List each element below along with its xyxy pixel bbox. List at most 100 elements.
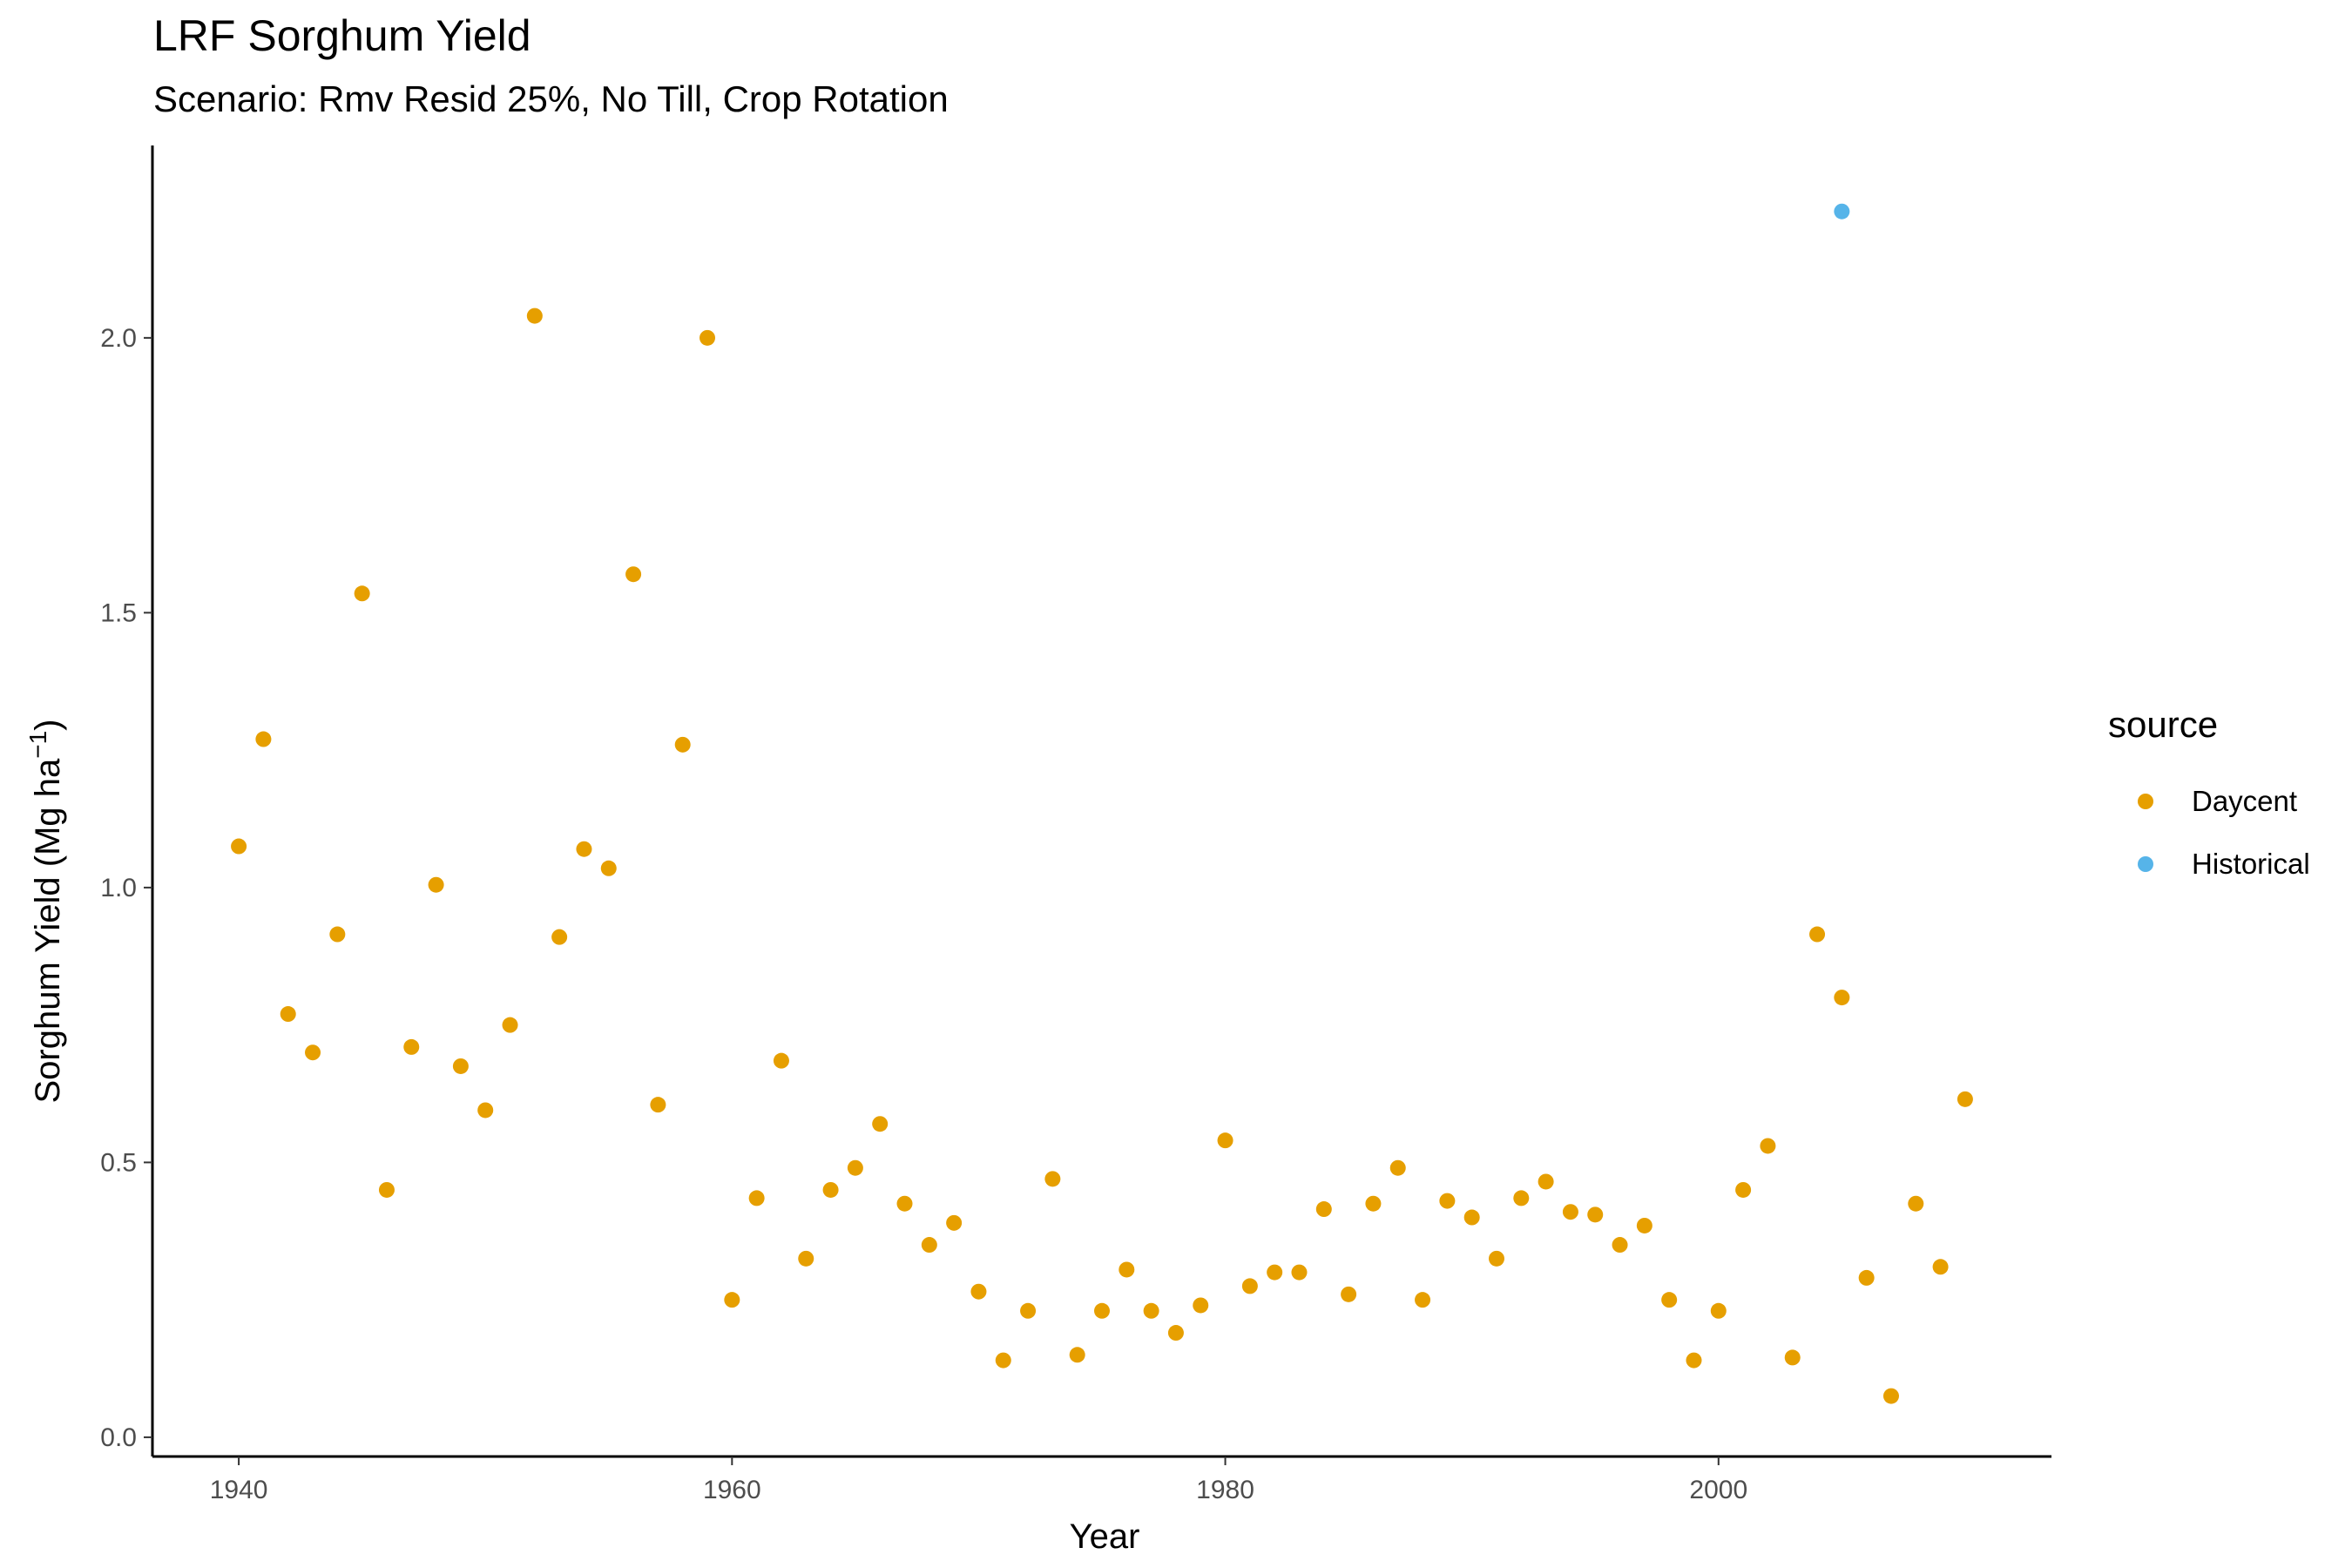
data-point-daycent xyxy=(625,566,642,583)
data-point-daycent xyxy=(773,1052,789,1069)
legend-key-historical xyxy=(2138,856,2153,872)
data-point-daycent xyxy=(896,1195,913,1212)
data-point-daycent xyxy=(600,860,617,876)
y-axis-title-text: Sorghum Yield (Mg ha xyxy=(29,758,67,1104)
legend-item-daycent: Daycent xyxy=(2108,770,2310,833)
data-point-daycent xyxy=(748,1190,765,1206)
data-point-daycent xyxy=(305,1044,321,1061)
data-point-daycent xyxy=(1908,1195,1924,1212)
data-point-daycent xyxy=(1488,1250,1504,1267)
data-point-daycent xyxy=(329,926,346,943)
x-tick-label: 1980 xyxy=(1196,1476,1254,1504)
data-point-daycent xyxy=(1686,1352,1702,1369)
data-point-daycent xyxy=(674,736,691,753)
data-point-daycent xyxy=(995,1352,1011,1369)
data-point-daycent xyxy=(428,876,444,893)
y-tick-label: 0.0 xyxy=(100,1423,137,1452)
data-point-daycent xyxy=(1612,1237,1628,1254)
data-point-daycent xyxy=(1834,990,1850,1006)
data-points xyxy=(231,203,1973,1404)
data-point-daycent xyxy=(1463,1209,1480,1226)
x-tick-label: 2000 xyxy=(1689,1476,1747,1504)
x-axis-title: Year xyxy=(1070,1517,1140,1556)
data-point-daycent xyxy=(1069,1347,1085,1363)
data-point-daycent xyxy=(1882,1388,1899,1404)
legend-label-daycent: Daycent xyxy=(2192,785,2298,817)
data-point-daycent xyxy=(1267,1264,1283,1281)
y-tick-label: 2.0 xyxy=(100,324,137,353)
data-point-daycent xyxy=(1562,1204,1578,1220)
data-point-daycent xyxy=(1932,1259,1949,1275)
data-point-daycent xyxy=(1439,1193,1456,1209)
data-point-daycent xyxy=(280,1006,296,1023)
y-axis-title-superscript: −1 xyxy=(24,731,51,759)
y-axis-title: Sorghum Yield (Mg ha−1) xyxy=(24,719,68,1103)
data-point-daycent xyxy=(724,1292,740,1308)
data-point-daycent xyxy=(872,1116,889,1132)
data-point-daycent xyxy=(576,841,592,857)
data-point-daycent xyxy=(526,308,543,324)
legend: source Daycent Historical xyxy=(2108,704,2310,896)
data-point-daycent xyxy=(354,585,370,602)
data-point-daycent xyxy=(1044,1171,1061,1187)
data-point-daycent xyxy=(822,1181,839,1198)
data-point-daycent xyxy=(1315,1201,1332,1218)
data-point-daycent xyxy=(1291,1264,1308,1281)
data-point-daycent xyxy=(1241,1278,1258,1294)
data-point-daycent xyxy=(970,1283,987,1300)
data-point-daycent xyxy=(1760,1138,1776,1154)
data-point-daycent xyxy=(231,838,247,855)
data-point-daycent xyxy=(1858,1269,1875,1286)
legend-item-historical: Historical xyxy=(2108,833,2310,896)
y-tick-label: 0.5 xyxy=(100,1148,137,1177)
data-point-daycent xyxy=(1167,1325,1184,1342)
data-point-daycent xyxy=(1415,1292,1431,1308)
data-point-daycent xyxy=(378,1181,395,1198)
data-point-daycent xyxy=(1735,1181,1752,1198)
data-point-daycent xyxy=(946,1214,963,1231)
data-point-daycent xyxy=(1784,1349,1801,1366)
axes: 0.0 0.5 1.0 1.5 2.0 1940 1960 1980 2000 xyxy=(100,145,2051,1504)
data-point-daycent xyxy=(1538,1173,1554,1190)
data-point-daycent xyxy=(1143,1302,1159,1319)
data-point-daycent xyxy=(403,1038,420,1055)
data-point-daycent xyxy=(1341,1286,1357,1302)
chart-subtitle: Scenario: Rmv Resid 25%, No Till, Crop R… xyxy=(153,78,949,119)
data-point-daycent xyxy=(650,1097,666,1113)
data-point-daycent xyxy=(1119,1261,1135,1278)
svg-text:Sorghum Yield (Mg ha−1): Sorghum Yield (Mg ha−1) xyxy=(24,719,68,1103)
y-tick-label: 1.5 xyxy=(100,598,137,627)
data-point-daycent xyxy=(1661,1292,1678,1308)
legend-title: source xyxy=(2108,704,2219,745)
data-point-historical xyxy=(1834,203,1850,220)
data-point-daycent xyxy=(477,1102,494,1119)
data-point-daycent xyxy=(700,329,716,346)
data-point-daycent xyxy=(551,929,568,945)
data-point-daycent xyxy=(1389,1159,1406,1176)
data-point-daycent xyxy=(1587,1206,1604,1223)
chart-title: LRF Sorghum Yield xyxy=(153,11,531,60)
data-point-daycent xyxy=(921,1237,937,1254)
data-point-daycent xyxy=(1710,1302,1727,1319)
x-tick-label: 1940 xyxy=(210,1476,268,1504)
y-tick-label: 1.0 xyxy=(100,874,137,902)
legend-key-daycent xyxy=(2138,794,2153,809)
data-point-daycent xyxy=(1094,1302,1110,1319)
data-point-daycent xyxy=(1809,926,1826,943)
legend-label-historical: Historical xyxy=(2192,848,2310,880)
data-point-daycent xyxy=(1365,1195,1382,1212)
data-point-daycent xyxy=(1020,1302,1037,1319)
x-tick-label: 1960 xyxy=(703,1476,761,1504)
data-point-daycent xyxy=(1513,1190,1530,1206)
data-point-daycent xyxy=(452,1058,469,1074)
data-point-daycent xyxy=(1217,1132,1233,1149)
data-point-daycent xyxy=(847,1159,863,1176)
data-point-daycent xyxy=(502,1017,518,1033)
data-point-daycent xyxy=(255,731,272,747)
data-point-daycent xyxy=(1636,1217,1652,1233)
y-axis-title-close: ) xyxy=(29,719,67,730)
data-point-daycent xyxy=(1957,1091,1973,1107)
data-point-daycent xyxy=(1193,1297,1209,1314)
data-point-daycent xyxy=(798,1250,814,1267)
